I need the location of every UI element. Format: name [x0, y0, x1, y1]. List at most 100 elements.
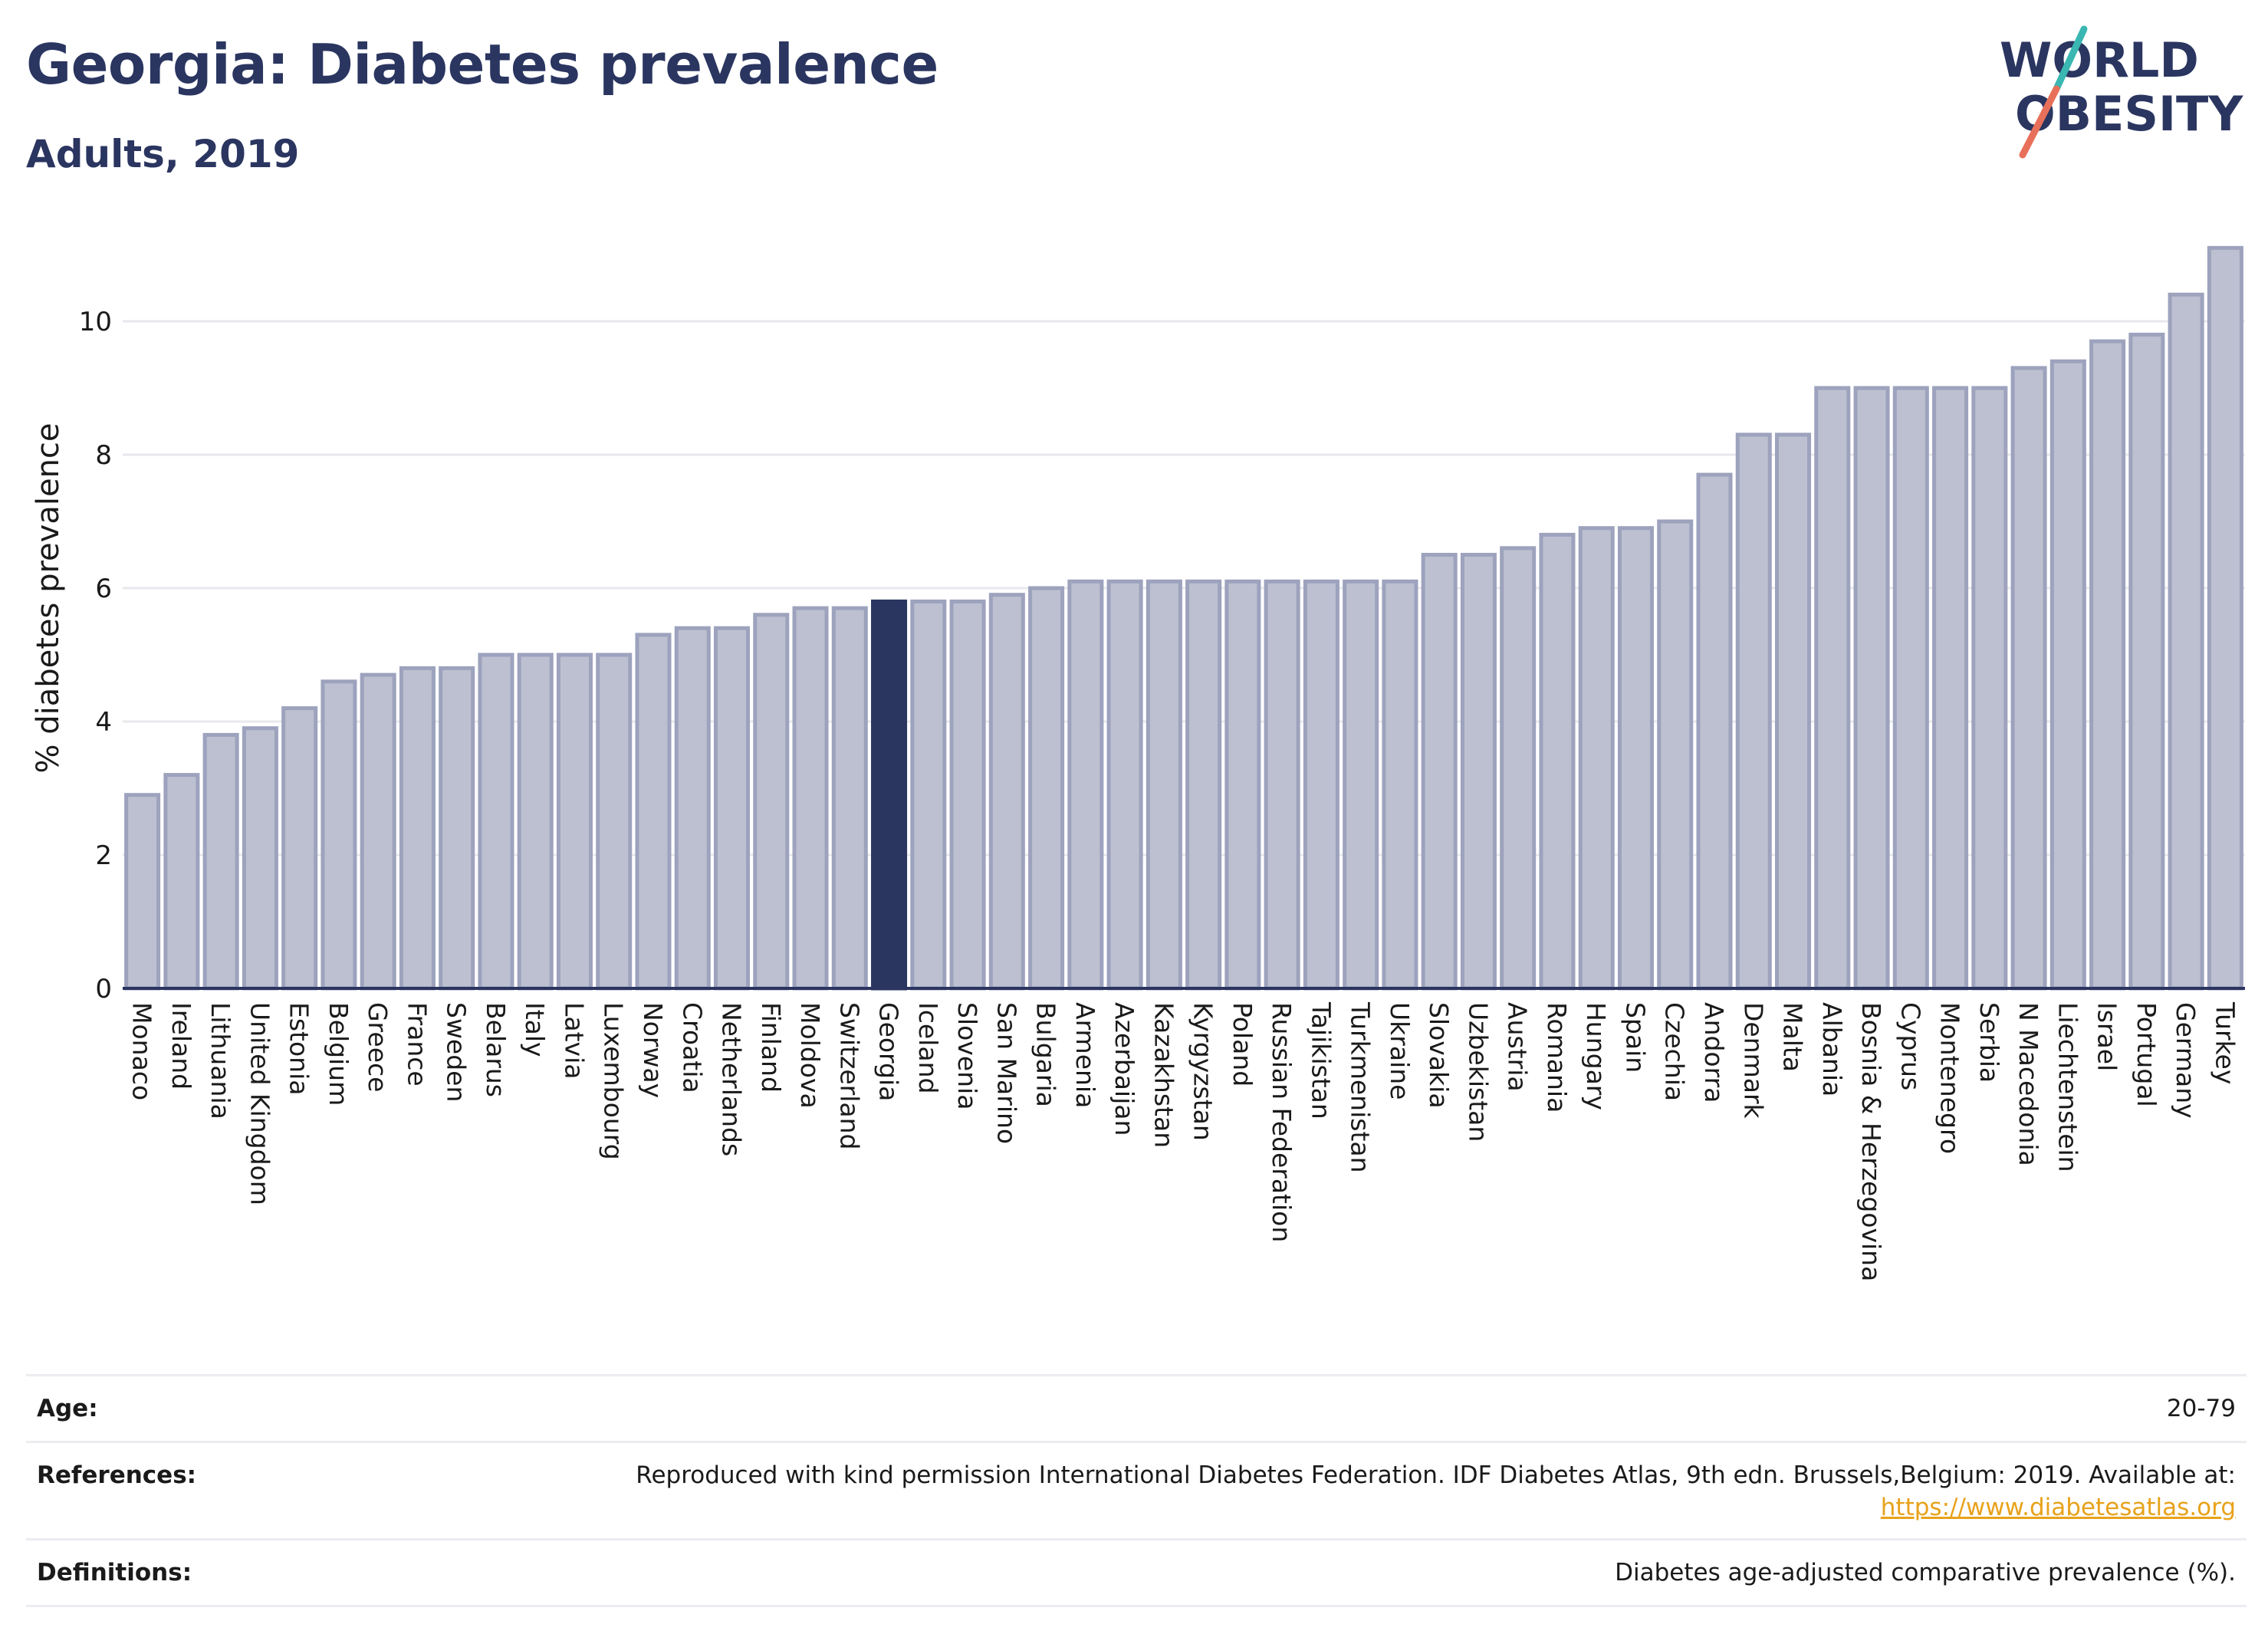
bar-bosnia-herzegovina[interactable]: [1853, 386, 1890, 991]
x-tick-label: Lithuania: [205, 1002, 235, 1119]
bar-montenegro[interactable]: [1932, 386, 1969, 991]
bar-georgia[interactable]: [871, 599, 908, 991]
bar-kyrgyzstan[interactable]: [1185, 579, 1222, 991]
bar-ukraine[interactable]: [1382, 579, 1418, 991]
bar-sweden[interactable]: [439, 666, 475, 991]
bar-russian-federation[interactable]: [1264, 579, 1300, 991]
bar-norway[interactable]: [635, 633, 672, 991]
bar-azerbaijan[interactable]: [1106, 579, 1143, 991]
bar-tajikistan[interactable]: [1303, 579, 1339, 991]
x-tick-label: Armenia: [1070, 1002, 1100, 1108]
bar-n-macedonia[interactable]: [2010, 366, 2047, 991]
x-tick-label: Ireland: [166, 1002, 196, 1090]
bars: [124, 245, 2243, 991]
bar-albania[interactable]: [1814, 386, 1851, 991]
bar-romania[interactable]: [1539, 532, 1576, 991]
x-tick-label: Moldova: [795, 1002, 825, 1109]
x-tick-label: Austria: [1503, 1002, 1533, 1092]
bar-france[interactable]: [399, 666, 436, 991]
bar-san-marino[interactable]: [988, 593, 1025, 991]
bar-poland[interactable]: [1224, 579, 1261, 991]
x-tick-label: Cyprus: [1895, 1002, 1925, 1090]
bar-denmark[interactable]: [1735, 432, 1772, 991]
bar-lithuania[interactable]: [202, 732, 239, 991]
grid-lines: [123, 320, 2245, 856]
bar-netherlands[interactable]: [714, 626, 751, 991]
x-tick-label: San Marino: [991, 1002, 1021, 1144]
age-value: 20-79: [2166, 1395, 2236, 1422]
bar-iceland[interactable]: [910, 599, 947, 991]
definitions-label: Definitions:: [37, 1559, 192, 1586]
bar-andorra[interactable]: [1696, 472, 1733, 991]
bar-uzbekistan[interactable]: [1460, 553, 1497, 991]
bar-finland[interactable]: [753, 613, 790, 991]
x-tick-label: Sweden: [442, 1002, 472, 1102]
bar-germany[interactable]: [2168, 292, 2204, 991]
x-tick-label: N Macedonia: [2013, 1002, 2043, 1166]
x-tick-label: Uzbekistan: [1463, 1002, 1493, 1142]
x-tick-label: Slovakia: [1424, 1002, 1454, 1109]
bar-serbia[interactable]: [1971, 386, 2008, 991]
x-tick-label: Serbia: [1974, 1002, 2004, 1083]
bar-slovenia[interactable]: [949, 599, 986, 991]
bar-slovakia[interactable]: [1421, 553, 1458, 991]
y-tick-label: 10: [79, 307, 112, 337]
bar-bulgaria[interactable]: [1028, 586, 1065, 991]
bar-portugal[interactable]: [2128, 332, 2165, 991]
page-subtitle: Adults, 2019: [26, 132, 300, 176]
bar-malta[interactable]: [1775, 432, 1812, 991]
x-tick-label: Azerbaijan: [1109, 1002, 1139, 1136]
bar-greece[interactable]: [360, 672, 396, 991]
x-tick-labels: Monaco Ireland Lithuania United Kingdom Esto…: [127, 1001, 2240, 1281]
bar-israel[interactable]: [2089, 339, 2126, 991]
bar-belarus[interactable]: [478, 653, 514, 991]
bar-cyprus[interactable]: [1892, 386, 1929, 991]
page-title: Georgia: Diabetes prevalence: [26, 32, 938, 97]
y-tick-label: 0: [95, 974, 112, 1004]
bar-croatia[interactable]: [674, 626, 711, 991]
bar-austria[interactable]: [1500, 546, 1537, 991]
x-tick-label: Netherlands: [717, 1002, 747, 1156]
bar-luxembourg[interactable]: [596, 653, 633, 991]
x-tick-label: Kazakhstan: [1149, 1002, 1178, 1148]
bar-hungary[interactable]: [1578, 526, 1615, 991]
bar-switzerland[interactable]: [831, 606, 868, 991]
x-tick-label: Georgia: [874, 1002, 904, 1101]
bar-spain[interactable]: [1617, 526, 1654, 991]
bar-turkey[interactable]: [2207, 245, 2243, 991]
x-tick-label: Bosnia & Herzegovina: [1856, 1002, 1886, 1281]
bar-latvia[interactable]: [556, 653, 593, 991]
x-tick-label: Montenegro: [1935, 1002, 1965, 1154]
bar-belgium[interactable]: [320, 679, 357, 991]
bar-united-kingdom[interactable]: [242, 726, 278, 991]
x-tick-label: Portugal: [2132, 1002, 2161, 1107]
bar-turkmenistan[interactable]: [1343, 579, 1379, 991]
references-text: Reproduced with kind permission Internat…: [636, 1461, 2236, 1489]
x-tick-label: France: [402, 1002, 432, 1087]
bar-liechtenstein[interactable]: [2049, 359, 2086, 991]
x-tick-label: Russian Federation: [1267, 1002, 1297, 1242]
x-tick-label: Finland: [756, 1002, 786, 1093]
bar-monaco[interactable]: [124, 793, 161, 991]
x-tick-label: Czechia: [1660, 1002, 1690, 1101]
x-tick-label: Belarus: [481, 1002, 511, 1097]
world-obesity-logo: WORLD OBESITY: [2000, 25, 2243, 159]
x-tick-label: Latvia: [559, 1002, 589, 1079]
x-tick-label: Bulgaria: [1031, 1002, 1061, 1107]
x-tick-label: Spain: [1620, 1002, 1650, 1073]
bar-estonia[interactable]: [281, 706, 318, 991]
bar-czechia[interactable]: [1657, 519, 1694, 991]
bar-ireland[interactable]: [163, 773, 200, 991]
x-tick-label: Switzerland: [834, 1002, 864, 1150]
references-link[interactable]: https://www.diabetesatlas.org: [1880, 1494, 2236, 1521]
x-tick-label: Monaco: [127, 1002, 157, 1100]
logo-slash-coral: [2019, 85, 2060, 159]
bar-armenia[interactable]: [1067, 579, 1104, 991]
bar-kazakhstan[interactable]: [1146, 579, 1182, 991]
logo-word-world: WORLD: [2000, 32, 2199, 88]
x-tick-label: Israel: [2092, 1002, 2122, 1071]
x-tick-label: Slovenia: [952, 1002, 982, 1110]
bar-moldova[interactable]: [792, 606, 829, 991]
x-tick-label: Hungary: [1581, 1002, 1611, 1110]
bar-italy[interactable]: [517, 653, 554, 991]
